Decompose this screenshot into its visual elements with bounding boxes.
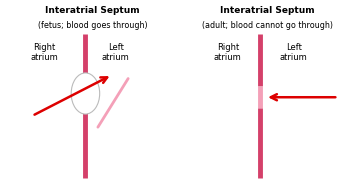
Text: (fetus; blood goes through): (fetus; blood goes through) bbox=[38, 21, 147, 30]
Text: Interatrial Septum: Interatrial Septum bbox=[45, 6, 140, 15]
Text: Right
atrium: Right atrium bbox=[214, 43, 242, 62]
Text: Left
atrium: Left atrium bbox=[102, 43, 130, 62]
Text: Left
atrium: Left atrium bbox=[280, 43, 308, 62]
Ellipse shape bbox=[71, 73, 100, 114]
Text: Interatrial Septum: Interatrial Septum bbox=[220, 6, 314, 15]
Text: (adult; blood cannot go through): (adult; blood cannot go through) bbox=[201, 21, 333, 30]
Text: Right
atrium: Right atrium bbox=[31, 43, 58, 62]
